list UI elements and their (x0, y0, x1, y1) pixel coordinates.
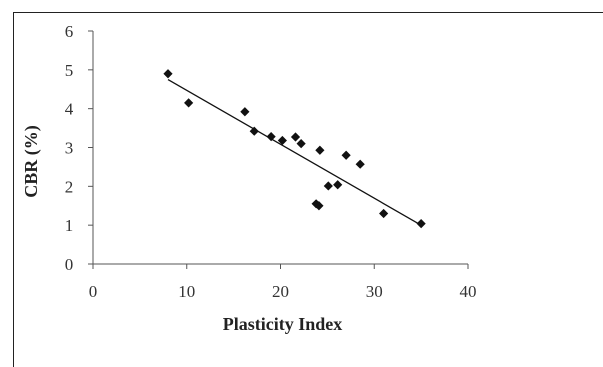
trendline (167, 78, 422, 226)
x-axis-title: Plasticity Index (223, 314, 343, 334)
y-tick-label: 1 (65, 216, 74, 235)
data-point (277, 135, 287, 146)
y-tick-label: 6 (65, 22, 74, 41)
data-point (315, 145, 325, 155)
data-point (416, 219, 426, 229)
data-point (341, 150, 351, 160)
y-tick-label: 3 (65, 139, 74, 158)
x-tick-label: 20 (272, 282, 289, 301)
data-point (323, 181, 333, 191)
x-tick-label: 10 (178, 282, 195, 301)
trendline-layer (167, 78, 422, 226)
data-point (240, 107, 250, 117)
data-point (266, 132, 276, 142)
x-tick-label: 40 (460, 282, 477, 301)
y-tick-label: 4 (65, 100, 74, 119)
x-tick-label: 30 (366, 282, 383, 301)
data-point (333, 180, 343, 190)
data-point (314, 201, 324, 211)
y-tick-label: 2 (65, 177, 74, 196)
y-tick-label: 5 (65, 61, 74, 80)
y-axis-title: CBR (%) (21, 125, 42, 198)
data-point (296, 139, 306, 149)
data-points (163, 69, 426, 229)
data-point (379, 208, 389, 219)
y-tick-label: 0 (65, 255, 74, 274)
axis-labels: 0 1 2 3 4 5 6 0 10 20 30 40 Plasticity Index CBR (%) (21, 22, 477, 334)
figure-frame (13, 12, 603, 367)
data-point (290, 132, 301, 142)
axes (88, 30, 469, 269)
data-point (163, 69, 173, 79)
data-point (355, 159, 365, 169)
x-tick-label: 0 (89, 282, 98, 301)
data-point (249, 126, 259, 136)
data-point (184, 98, 194, 108)
